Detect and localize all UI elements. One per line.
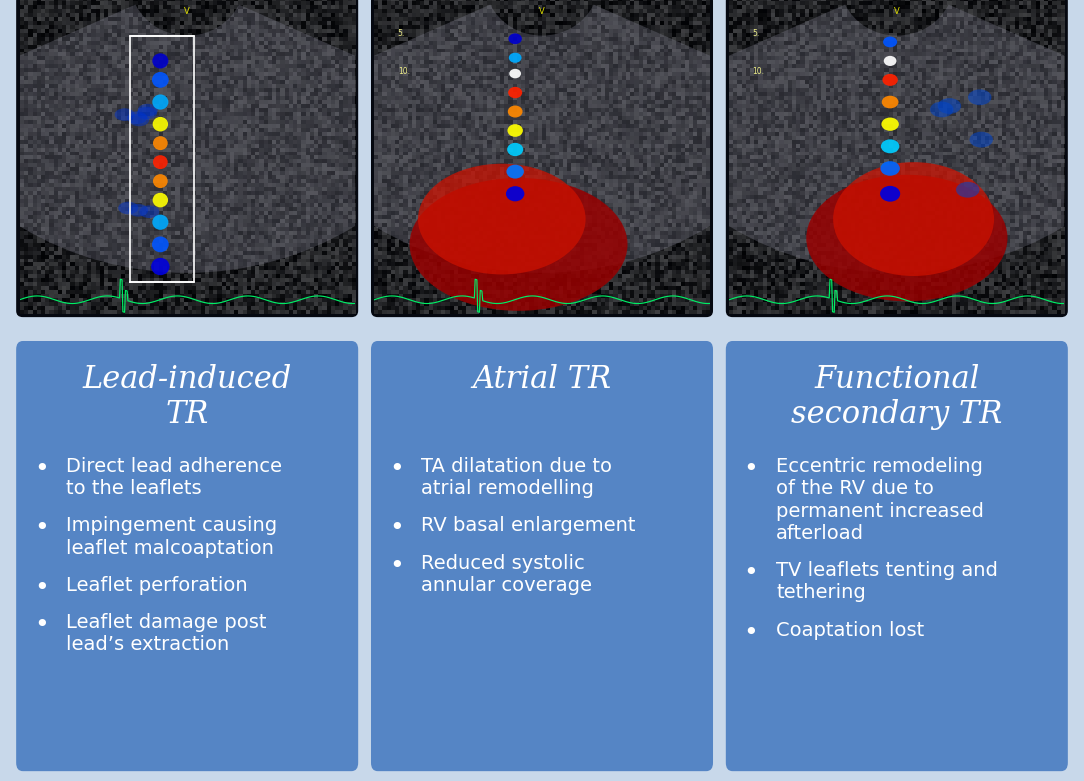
Ellipse shape [152,72,169,87]
Text: RV basal enlargement: RV basal enlargement [422,516,636,536]
Ellipse shape [880,186,900,201]
Wedge shape [617,5,1084,273]
FancyBboxPatch shape [16,0,358,317]
Text: Functional
secondary TR: Functional secondary TR [791,364,1003,430]
Text: V: V [184,7,190,16]
Ellipse shape [138,104,158,116]
Text: afterload: afterload [776,524,864,543]
Text: tethering: tethering [776,583,866,602]
Ellipse shape [806,175,1007,301]
Ellipse shape [883,56,896,66]
Ellipse shape [938,98,962,114]
Ellipse shape [152,215,168,230]
Text: •: • [744,561,759,585]
Text: •: • [389,554,403,577]
Text: leaflet malcoaptation: leaflet malcoaptation [66,539,274,558]
Text: V: V [539,7,545,16]
Text: •: • [389,457,403,481]
Text: •: • [34,516,49,540]
Ellipse shape [129,113,150,127]
Ellipse shape [834,162,994,276]
Text: •: • [744,457,759,481]
Ellipse shape [506,165,524,179]
Ellipse shape [507,105,522,117]
Ellipse shape [883,37,898,48]
Text: Direct lead adherence: Direct lead adherence [66,457,283,476]
Text: •: • [389,516,403,540]
Ellipse shape [507,143,524,156]
Ellipse shape [152,237,169,252]
FancyBboxPatch shape [371,341,713,771]
Ellipse shape [880,161,900,176]
Text: •: • [34,613,49,637]
Ellipse shape [153,174,168,188]
Text: •: • [34,457,49,481]
Ellipse shape [881,139,900,153]
FancyBboxPatch shape [16,341,358,771]
Text: Impingement causing: Impingement causing [66,516,278,536]
Ellipse shape [968,89,992,105]
FancyBboxPatch shape [371,0,713,317]
Wedge shape [0,5,467,273]
Ellipse shape [153,117,168,131]
Ellipse shape [507,124,522,137]
Ellipse shape [508,87,522,98]
Ellipse shape [153,193,168,208]
Ellipse shape [410,178,628,311]
Ellipse shape [152,95,168,109]
Ellipse shape [508,34,521,45]
Text: to the leaflets: to the leaflets [66,480,202,498]
Text: Reduced systolic: Reduced systolic [422,554,585,572]
Ellipse shape [137,107,157,119]
Ellipse shape [506,186,525,201]
Text: lead’s extraction: lead’s extraction [66,636,230,654]
Text: TA dilatation due to: TA dilatation due to [422,457,612,476]
Text: Eccentric remodeling: Eccentric remodeling [776,457,983,476]
Text: Coaptation lost: Coaptation lost [776,621,925,640]
Text: 10.: 10. [752,67,764,77]
Ellipse shape [508,52,521,62]
Text: annular coverage: annular coverage [422,576,592,595]
Ellipse shape [151,258,169,275]
Ellipse shape [140,205,159,218]
Ellipse shape [930,102,954,117]
Text: Leaflet damage post: Leaflet damage post [66,613,267,632]
Ellipse shape [153,155,168,169]
Ellipse shape [152,53,168,69]
Ellipse shape [881,96,899,109]
Wedge shape [262,5,822,273]
Ellipse shape [969,132,993,148]
Text: of the RV due to: of the RV due to [776,480,934,498]
Ellipse shape [127,112,147,124]
Text: V: V [894,7,900,16]
Text: •: • [34,576,49,600]
Text: 5.: 5. [752,29,760,38]
Text: Lead-induced
TR: Lead-induced TR [82,364,292,430]
Ellipse shape [956,182,980,198]
Ellipse shape [115,109,134,121]
Text: atrial remodelling: atrial remodelling [422,480,594,498]
FancyBboxPatch shape [726,341,1068,771]
Ellipse shape [882,74,898,86]
Ellipse shape [881,117,899,131]
Ellipse shape [128,204,149,216]
Text: •: • [744,621,759,644]
Text: permanent increased: permanent increased [776,501,984,521]
Ellipse shape [418,164,585,274]
Text: Leaflet perforation: Leaflet perforation [66,576,248,595]
Text: Atrial TR: Atrial TR [473,364,611,395]
Text: TV leaflets tenting and: TV leaflets tenting and [776,561,998,580]
Text: 5.: 5. [398,29,405,38]
Ellipse shape [509,69,521,78]
FancyBboxPatch shape [726,0,1068,317]
Ellipse shape [153,136,168,150]
Text: 10.: 10. [398,67,410,77]
Ellipse shape [118,201,139,214]
